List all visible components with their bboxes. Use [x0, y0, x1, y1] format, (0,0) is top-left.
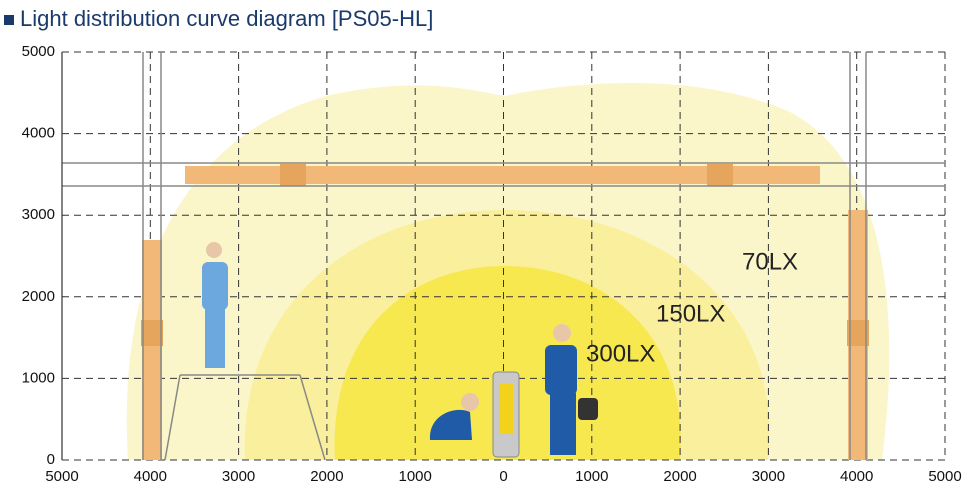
x-tick-label: 1000 [575, 468, 608, 485]
x-tick-label: 4000 [134, 468, 167, 485]
joint [141, 320, 163, 346]
zone-label: 70LX [742, 248, 798, 275]
zone-label: 300LX [586, 340, 655, 367]
joint [707, 164, 733, 186]
scaffolding [62, 52, 945, 461]
y-tick-label: 0 [47, 451, 55, 468]
y-tick-label: 3000 [22, 206, 55, 223]
figures [202, 242, 598, 458]
chart-title: Light distribution curve diagram [PS05-H… [20, 6, 433, 31]
x-tick-label: 3000 [222, 468, 255, 485]
pole [142, 240, 162, 460]
zone-label: 150LX [656, 300, 725, 327]
x-tick-label: 1000 [399, 468, 432, 485]
x-tick-label: 5000 [45, 468, 78, 485]
x-tick-label: 4000 [840, 468, 873, 485]
y-tick-label: 5000 [22, 43, 55, 60]
x-tick-label: 2000 [663, 468, 696, 485]
x-tick-label: 5000 [928, 468, 961, 485]
joint [280, 164, 306, 186]
y-tick-label: 1000 [22, 369, 55, 386]
y-tick-label: 2000 [22, 288, 55, 305]
x-tick-label: 0 [499, 468, 507, 485]
joint [847, 320, 869, 346]
title-marker [4, 15, 14, 25]
y-tick-label: 4000 [22, 125, 55, 142]
x-tick-label: 2000 [310, 468, 343, 485]
x-tick-label: 3000 [752, 468, 785, 485]
beam [185, 166, 820, 184]
